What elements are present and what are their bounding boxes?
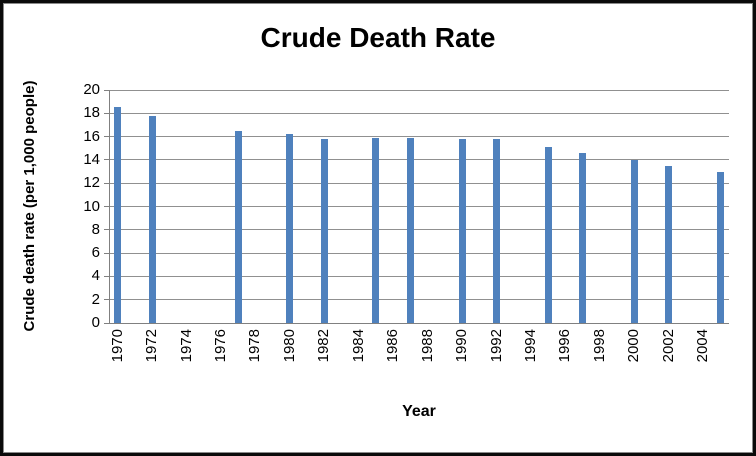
y-tick-label: 0 [91,314,100,331]
bar [458,138,466,323]
y-axis-tick [104,322,110,324]
y-axis-tick [104,299,110,301]
x-tick-label: 1988 [418,329,436,363]
x-axis-title: Year [402,403,436,420]
bar [493,138,500,323]
y-tick-label: 4 [91,267,100,285]
bar [148,115,156,323]
y-axis-tick [104,206,110,207]
bar [372,137,380,323]
y-axis-tick [104,159,110,161]
x-tick-label: 1998 [590,329,608,363]
x-tick-label: 1976 [211,329,229,363]
bar [579,152,587,323]
gridline [109,182,729,184]
y-axis-title: Crude death rate (per 1,000 people) [21,80,38,332]
y-tick-label: 18 [83,104,100,122]
bar [544,147,552,323]
y-tick-label: 20 [83,81,100,98]
y-tick-label: 16 [83,127,100,145]
y-axis-tick [104,229,110,231]
gridline [109,136,729,138]
gridline [109,159,729,161]
y-axis-tick [104,252,110,254]
x-tick-label: 1986 [384,329,402,363]
bar [320,138,328,323]
x-tick-label: 1974 [177,329,195,363]
y-axis-line [109,90,110,323]
x-tick-label: 1996 [556,329,574,363]
bar [630,159,638,323]
x-tick-label: 1980 [280,329,298,363]
x-tick-label: 1992 [487,329,505,363]
x-tick-label: 1990 [453,329,471,363]
gridline [109,112,729,114]
y-tick-label: 6 [91,244,100,262]
bar [234,130,242,323]
y-tick-label: 8 [91,220,100,238]
x-tick-label: 1982 [315,329,333,363]
gridline [109,206,729,207]
gridline [109,89,729,91]
bar [406,137,414,323]
x-tick-label: 1970 [108,329,126,363]
x-tick-label: 2000 [625,329,643,363]
x-tick-label: 1984 [349,329,367,363]
y-axis-tick [104,136,110,138]
chart-title: Crude Death Rate [260,22,496,53]
x-axis-line [109,323,729,324]
y-axis-tick [104,275,110,277]
x-tick-label: 1972 [143,329,161,363]
y-axis-tick [104,89,110,91]
y-axis-tick [104,112,110,114]
x-tick-label: 2002 [659,329,677,363]
bar [665,165,673,323]
gridline [109,252,729,254]
x-tick-label: 1994 [521,329,539,363]
gridline [109,299,729,301]
y-tick-label: 2 [91,290,100,308]
y-tick-label: 10 [83,197,100,215]
bar [114,107,122,323]
x-tick-label: 1978 [246,329,264,363]
y-tick-label: 14 [83,150,100,168]
bar [716,171,724,323]
x-tick-label: 2004 [694,329,712,363]
gridline [109,275,729,277]
gridline [109,229,729,231]
y-tick-label: 12 [83,174,100,192]
bar [286,134,294,323]
y-axis-tick [104,182,110,184]
